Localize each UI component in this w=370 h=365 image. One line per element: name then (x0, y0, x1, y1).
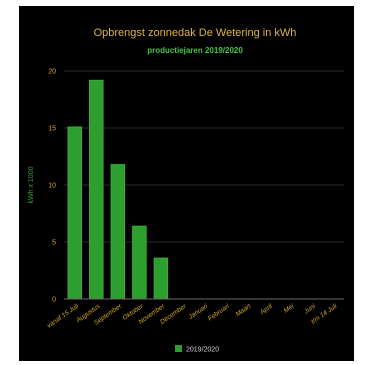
x-tick-label: April (258, 303, 274, 317)
bar[interactable] (110, 164, 126, 300)
y-tick-label: 5 (52, 240, 56, 247)
y-tick-label: 0 (52, 297, 56, 304)
bar-chart: Opbrengst zonnedak De Wetering in kWh pr… (28, 27, 344, 354)
bar[interactable] (132, 225, 147, 300)
y-tick-label: 10 (48, 183, 56, 190)
bar[interactable] (153, 257, 169, 300)
legend-label: 2019/2020 (186, 347, 219, 354)
x-tick-label: Januari (187, 303, 210, 322)
bar[interactable] (67, 126, 82, 300)
gridlines (64, 70, 344, 243)
chart-panel: Opbrengst zonnedak De Wetering in kWh pr… (19, 6, 354, 361)
chart-title: Opbrengst zonnedak De Wetering in kWh (94, 27, 297, 39)
legend-swatch (175, 345, 182, 352)
legend[interactable]: 2019/2020 (175, 345, 219, 354)
y-tick-label: 15 (48, 126, 56, 133)
x-tick-label: Juni (302, 303, 317, 316)
x-tick-label: Februari (207, 303, 231, 323)
x-tick-label: vanaf 15 Juli (46, 303, 80, 330)
y-axis-label: kWh x 1000 (28, 166, 35, 203)
chart-subtitle: productiejaren 2019/2020 (147, 46, 243, 55)
y-tick-label: 20 (48, 69, 56, 76)
bar[interactable] (89, 79, 104, 300)
x-tick-label: Maart (235, 302, 254, 318)
bars (67, 79, 169, 300)
x-tick-label: Mei (283, 303, 296, 315)
